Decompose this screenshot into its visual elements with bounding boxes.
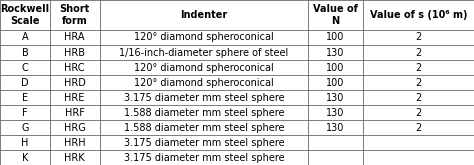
Text: 130: 130 xyxy=(326,48,345,57)
Text: 130: 130 xyxy=(326,108,345,117)
Text: 1/16-inch-diameter sphere of steel: 1/16-inch-diameter sphere of steel xyxy=(119,48,289,57)
Text: HRG: HRG xyxy=(64,122,85,132)
Text: 2: 2 xyxy=(415,48,421,57)
Text: 3.175 diameter mm steel sphere: 3.175 diameter mm steel sphere xyxy=(124,137,284,148)
Text: 1.588 diameter mm steel sphere: 1.588 diameter mm steel sphere xyxy=(124,108,284,117)
Text: HRF: HRF xyxy=(65,108,84,117)
Text: C: C xyxy=(21,63,28,72)
Text: 2: 2 xyxy=(415,93,421,102)
Bar xyxy=(0,75,474,90)
Text: HRE: HRE xyxy=(64,93,85,102)
Bar xyxy=(0,135,474,150)
Text: 120° diamond spheroconical: 120° diamond spheroconical xyxy=(134,63,273,72)
Text: 100: 100 xyxy=(326,78,345,87)
Text: HRK: HRK xyxy=(64,152,85,163)
Text: E: E xyxy=(22,93,28,102)
Text: 120° diamond spheroconical: 120° diamond spheroconical xyxy=(134,33,273,43)
Text: HRC: HRC xyxy=(64,63,85,72)
Text: HRB: HRB xyxy=(64,48,85,57)
Text: A: A xyxy=(22,33,28,43)
Bar xyxy=(0,30,474,45)
Text: Rockwell
Scale: Rockwell Scale xyxy=(0,4,49,26)
Text: B: B xyxy=(21,48,28,57)
Bar xyxy=(0,105,474,120)
Text: 3.175 diameter mm steel sphere: 3.175 diameter mm steel sphere xyxy=(124,152,284,163)
Text: 2: 2 xyxy=(415,122,421,132)
Text: K: K xyxy=(22,152,28,163)
Text: 2: 2 xyxy=(415,33,421,43)
Text: Value of
N: Value of N xyxy=(313,4,358,26)
Text: 100: 100 xyxy=(326,63,345,72)
Text: G: G xyxy=(21,122,28,132)
Text: 100: 100 xyxy=(326,33,345,43)
Text: 130: 130 xyxy=(326,122,345,132)
Text: 130: 130 xyxy=(326,93,345,102)
Text: D: D xyxy=(21,78,29,87)
Text: 2: 2 xyxy=(415,78,421,87)
Text: 2: 2 xyxy=(415,108,421,117)
Bar xyxy=(0,90,474,105)
Text: 2: 2 xyxy=(415,63,421,72)
Bar xyxy=(0,45,474,60)
Text: HRD: HRD xyxy=(64,78,86,87)
Bar xyxy=(0,150,474,165)
Text: Short
form: Short form xyxy=(60,4,90,26)
Bar xyxy=(0,60,474,75)
Text: HRH: HRH xyxy=(64,137,85,148)
Text: 1.588 diameter mm steel sphere: 1.588 diameter mm steel sphere xyxy=(124,122,284,132)
Text: F: F xyxy=(22,108,27,117)
Text: Indenter: Indenter xyxy=(180,10,228,20)
Text: H: H xyxy=(21,137,28,148)
Text: HRA: HRA xyxy=(64,33,85,43)
Text: Value of s (10⁶ m): Value of s (10⁶ m) xyxy=(370,10,467,20)
Text: 120° diamond spheroconical: 120° diamond spheroconical xyxy=(134,78,273,87)
Bar xyxy=(0,0,474,30)
Bar xyxy=(0,120,474,135)
Text: 3.175 diameter mm steel sphere: 3.175 diameter mm steel sphere xyxy=(124,93,284,102)
